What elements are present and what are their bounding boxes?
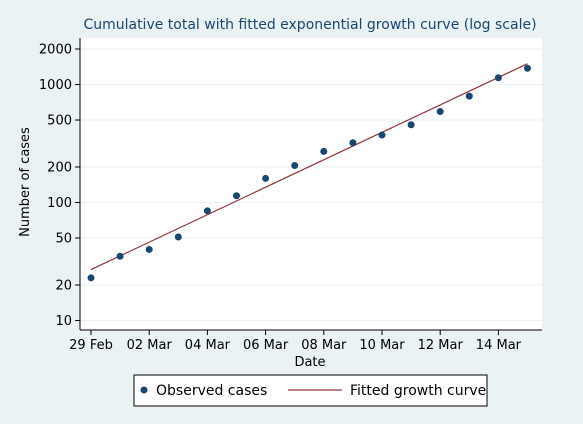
observed-point [494, 74, 502, 82]
observed-point [145, 245, 153, 253]
observed-point [407, 121, 415, 129]
y-tick-label: 100 [47, 196, 72, 211]
observed-point [116, 252, 124, 260]
series-layer [87, 63, 531, 282]
observed-point [291, 161, 299, 169]
x-tick-label: 04 Mar [185, 338, 231, 353]
observed-point [378, 131, 386, 139]
observed-point [87, 274, 95, 282]
y-tick-label: 10 [55, 314, 72, 329]
x-tick-label: 12 Mar [418, 338, 464, 353]
observed-point [524, 64, 531, 72]
observed-point [203, 207, 211, 215]
legend-label-fitted: Fitted growth curve [350, 383, 486, 399]
x-tick-label: 08 Mar [301, 338, 347, 353]
x-tick-label: 10 Mar [359, 338, 405, 353]
observed-point [233, 192, 240, 200]
plot-area [80, 38, 542, 330]
x-tick-label: 02 Mar [127, 338, 173, 353]
observed-point [320, 147, 328, 155]
chart-title: Cumulative total with fitted exponential… [83, 17, 536, 33]
y-axis-label: Number of cases [18, 127, 33, 237]
legend-marker-observed [140, 386, 148, 394]
x-tick-label: 14 Mar [476, 338, 522, 353]
observed-point [349, 139, 357, 147]
observed-point [262, 174, 270, 182]
legend: Observed cases Fitted growth curve [133, 374, 488, 407]
observed-point [465, 92, 473, 100]
y-tick-label: 200 [47, 160, 72, 175]
x-tick-label: 29 Feb [69, 338, 113, 353]
legend-label-observed: Observed cases [156, 383, 267, 399]
y-tick-label: 1000 [39, 78, 72, 93]
y-tick-label: 500 [47, 114, 72, 129]
y-tick-label: 50 [55, 232, 72, 247]
y-tick-label: 20 [55, 278, 72, 293]
axes: 10 20 50 100 200 500 1000 2000 29 Feb 02 Mar 04 Ma… [39, 38, 542, 353]
fitted-growth-curve [90, 63, 528, 271]
x-axis-label: Date [294, 355, 325, 370]
x-tick-label: 06 Mar [243, 338, 289, 353]
observed-point [436, 108, 444, 116]
observed-point [174, 233, 182, 241]
y-tick-label: 2000 [39, 42, 72, 57]
